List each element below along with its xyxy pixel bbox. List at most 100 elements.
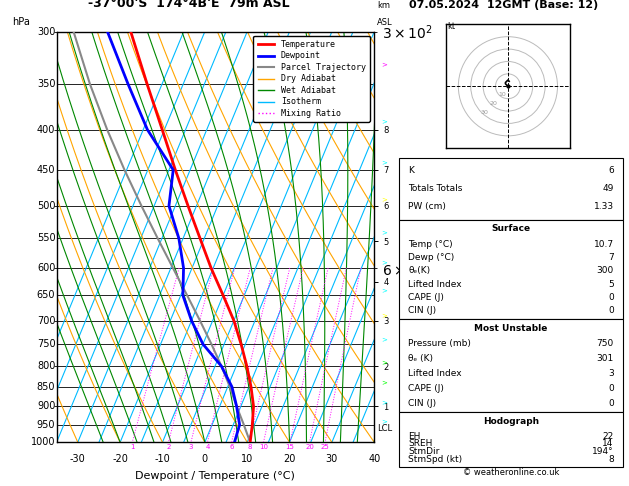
Text: 301: 301: [596, 354, 614, 363]
Text: θₑ (K): θₑ (K): [408, 354, 433, 363]
Text: 10.7: 10.7: [594, 240, 614, 249]
Text: 0: 0: [608, 307, 614, 315]
Text: 550: 550: [36, 233, 55, 243]
Text: 4: 4: [205, 444, 209, 450]
Text: CAPE (J): CAPE (J): [408, 384, 444, 393]
Legend: Temperature, Dewpoint, Parcel Trajectory, Dry Adiabat, Wet Adiabat, Isotherm, Mi: Temperature, Dewpoint, Parcel Trajectory…: [253, 36, 370, 122]
Text: 14: 14: [603, 439, 614, 449]
Text: 0: 0: [608, 384, 614, 393]
Text: Lifted Index: Lifted Index: [408, 369, 462, 378]
Text: 30: 30: [326, 454, 338, 465]
Text: 900: 900: [37, 401, 55, 411]
Text: Temp (°C): Temp (°C): [408, 240, 453, 249]
Text: CAPE (J): CAPE (J): [408, 293, 444, 302]
Text: 20: 20: [489, 101, 497, 106]
Text: 700: 700: [37, 315, 55, 326]
Text: 10: 10: [499, 91, 506, 97]
Text: 8: 8: [608, 454, 614, 464]
Text: Most Unstable: Most Unstable: [474, 324, 548, 333]
Text: EH: EH: [408, 432, 421, 441]
Text: PW (cm): PW (cm): [408, 202, 446, 211]
Text: 750: 750: [36, 339, 55, 349]
Text: 3: 3: [189, 444, 193, 450]
Text: 5: 5: [608, 280, 614, 289]
Text: StmDir: StmDir: [408, 447, 440, 456]
Text: 0: 0: [202, 454, 208, 465]
Text: 400: 400: [37, 125, 55, 135]
Text: SREH: SREH: [408, 439, 433, 449]
Text: 30: 30: [480, 110, 488, 115]
Text: Dewpoint / Temperature (°C): Dewpoint / Temperature (°C): [135, 471, 296, 482]
Text: Pressure (mb): Pressure (mb): [408, 339, 471, 348]
Bar: [399, 319, 623, 412]
Text: 0: 0: [608, 399, 614, 408]
Text: -37°00'S  174°4B'E  79m ASL: -37°00'S 174°4B'E 79m ASL: [88, 0, 289, 10]
Bar: [399, 412, 623, 468]
Text: 450: 450: [37, 165, 55, 175]
Text: 25: 25: [321, 444, 330, 450]
Text: -20: -20: [112, 454, 128, 465]
Text: 800: 800: [37, 361, 55, 371]
Text: Lifted Index: Lifted Index: [408, 280, 462, 289]
Text: >: >: [381, 312, 387, 319]
Text: 10: 10: [259, 444, 268, 450]
Text: 2: 2: [166, 444, 170, 450]
Text: 300: 300: [596, 266, 614, 276]
Text: >: >: [381, 118, 387, 124]
Text: >: >: [381, 418, 387, 424]
Text: >: >: [381, 399, 387, 405]
Text: 0: 0: [608, 293, 614, 302]
Text: kt: kt: [447, 22, 455, 31]
Text: 15: 15: [286, 444, 294, 450]
Text: 7: 7: [608, 253, 614, 262]
Text: 07.05.2024  12GMT (Base: 12): 07.05.2024 12GMT (Base: 12): [409, 0, 598, 10]
Text: 1: 1: [130, 444, 135, 450]
Text: >: >: [381, 260, 387, 265]
Bar: [399, 220, 623, 319]
Text: CIN (J): CIN (J): [408, 307, 437, 315]
Text: 350: 350: [37, 79, 55, 89]
Text: >: >: [381, 287, 387, 293]
Text: >: >: [381, 61, 387, 67]
Text: ASL: ASL: [377, 17, 393, 27]
Text: 194°: 194°: [592, 447, 614, 456]
Text: © weatheronline.co.uk: © weatheronline.co.uk: [463, 468, 559, 477]
Text: Dewp (°C): Dewp (°C): [408, 253, 455, 262]
Text: 20: 20: [283, 454, 296, 465]
Text: 750: 750: [596, 339, 614, 348]
Text: >: >: [381, 159, 387, 165]
Text: >: >: [381, 229, 387, 235]
Text: Totals Totals: Totals Totals: [408, 184, 463, 193]
Text: hPa: hPa: [13, 17, 30, 27]
Text: 600: 600: [37, 263, 55, 273]
Text: Hodograph: Hodograph: [483, 417, 539, 426]
Text: >: >: [381, 380, 387, 386]
Text: 650: 650: [37, 290, 55, 300]
Text: -30: -30: [70, 454, 86, 465]
Text: StmSpd (kt): StmSpd (kt): [408, 454, 462, 464]
Text: >: >: [381, 196, 387, 202]
Text: θₑ(K): θₑ(K): [408, 266, 430, 276]
Text: 10: 10: [241, 454, 253, 465]
Text: 950: 950: [37, 420, 55, 430]
Text: 300: 300: [37, 27, 55, 36]
Text: 6: 6: [230, 444, 234, 450]
Text: -10: -10: [155, 454, 170, 465]
Text: km: km: [377, 0, 391, 10]
Text: 20: 20: [305, 444, 314, 450]
Text: >: >: [381, 359, 387, 365]
Text: LCL: LCL: [377, 424, 392, 433]
Text: CIN (J): CIN (J): [408, 399, 437, 408]
Text: 49: 49: [603, 184, 614, 193]
Text: K: K: [408, 167, 415, 175]
Text: 1.33: 1.33: [594, 202, 614, 211]
Text: 8: 8: [247, 444, 252, 450]
Text: Surface: Surface: [491, 225, 531, 233]
Text: 850: 850: [37, 382, 55, 392]
Text: >: >: [381, 336, 387, 343]
Text: 3: 3: [608, 369, 614, 378]
Text: 500: 500: [37, 201, 55, 211]
Text: 1000: 1000: [31, 437, 55, 447]
Text: 6: 6: [608, 167, 614, 175]
Text: 40: 40: [368, 454, 381, 465]
